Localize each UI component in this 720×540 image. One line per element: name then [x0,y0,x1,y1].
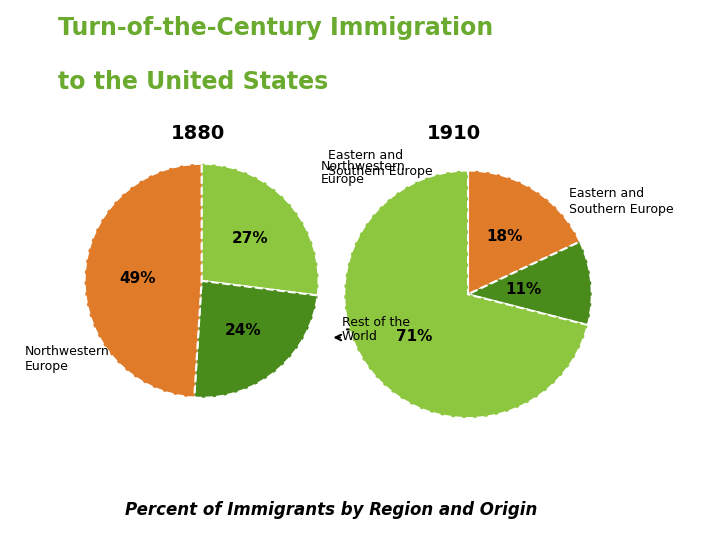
Wedge shape [202,164,318,295]
Text: 27%: 27% [232,231,268,246]
Wedge shape [344,171,588,418]
Text: Turn-of-the-Century Immigration: Turn-of-the-Century Immigration [58,16,493,40]
Text: Percent of Immigrants by Region and Origin: Percent of Immigrants by Region and Orig… [125,501,537,519]
Text: 1910: 1910 [426,124,481,143]
Text: 71%: 71% [396,328,433,343]
Text: Rest of the: Rest of the [342,316,410,329]
Text: Northwestern
Europe: Northwestern Europe [25,345,110,373]
Text: World: World [342,330,378,343]
Text: 18%: 18% [486,230,523,244]
Text: Southern Europe: Southern Europe [569,203,673,216]
Text: 1880: 1880 [171,124,225,143]
Text: Eastern and: Eastern and [569,187,644,200]
Text: to the United States: to the United States [58,70,328,94]
Text: Southern Europe: Southern Europe [328,165,432,178]
Wedge shape [85,164,202,397]
Text: 24%: 24% [225,323,261,338]
Text: 49%: 49% [119,271,156,286]
Wedge shape [468,241,592,325]
Wedge shape [194,281,318,398]
Text: Eastern and: Eastern and [328,149,402,162]
Text: Northwestern: Northwestern [320,160,405,173]
Text: 11%: 11% [505,281,541,296]
Wedge shape [468,171,580,294]
Text: Europe: Europe [320,173,364,186]
